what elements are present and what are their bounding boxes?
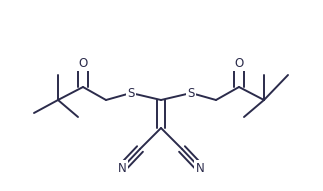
Text: O: O	[234, 57, 244, 70]
Text: S: S	[127, 87, 135, 100]
Text: N: N	[118, 162, 126, 175]
Text: N: N	[196, 162, 204, 175]
Text: S: S	[187, 87, 195, 100]
Text: O: O	[78, 57, 88, 70]
